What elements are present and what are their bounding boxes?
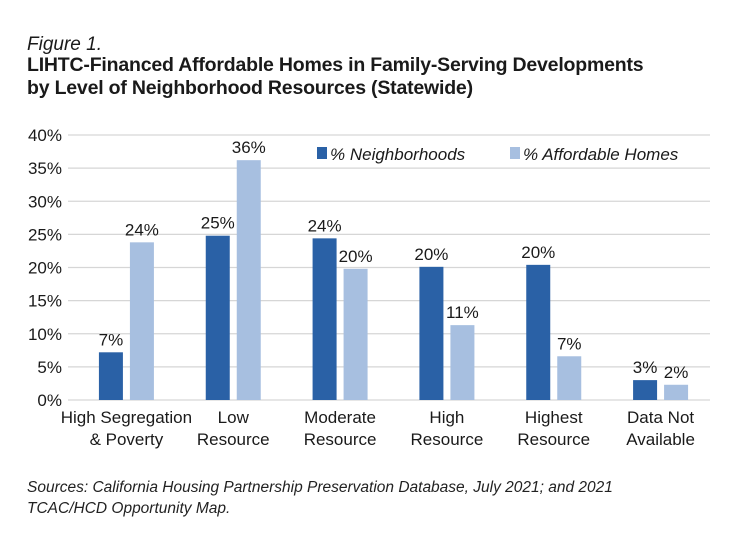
figure-label: Figure 1. xyxy=(27,34,102,55)
x-category-label: & Poverty xyxy=(90,430,164,449)
source-line-2: TCAC/HCD Opportunity Map. xyxy=(27,500,231,517)
data-label: 7% xyxy=(557,334,582,353)
y-tick-label: 30% xyxy=(28,192,62,211)
y-tick-label: 5% xyxy=(37,358,62,377)
data-label: 20% xyxy=(414,245,448,264)
x-category-label: Moderate xyxy=(304,408,376,427)
data-label: 3% xyxy=(633,358,658,377)
x-category-label: High xyxy=(429,408,464,427)
x-category-label: Resource xyxy=(197,430,270,449)
data-labels: 7% 24% 25% 36% 24% 20% 20% 11% 20% 7% 3% 2% xyxy=(99,138,689,382)
x-category-label: Resource xyxy=(411,430,484,449)
legend-swatch xyxy=(317,147,327,159)
data-label: 24% xyxy=(125,220,159,239)
data-label: 20% xyxy=(339,247,373,266)
data-label: 2% xyxy=(664,363,689,382)
x-category-label: Available xyxy=(626,430,695,449)
y-tick-label: 15% xyxy=(28,292,62,311)
x-category-label: Highest xyxy=(525,408,583,427)
chart-title-line-1: LIHTC-Financed Affordable Homes in Famil… xyxy=(27,54,644,76)
data-label: 25% xyxy=(201,214,235,233)
x-category-label: Low xyxy=(218,408,250,427)
data-label: 7% xyxy=(99,330,124,349)
bar-affordable-homes xyxy=(129,242,154,400)
x-axis-categories: High Segregation & Poverty Low Resource Mode… xyxy=(61,408,695,449)
y-tick-label: 20% xyxy=(28,259,62,278)
data-label: 20% xyxy=(521,243,555,262)
y-tick-label: 35% xyxy=(28,159,62,178)
bar-neighborhoods xyxy=(312,238,337,400)
bar-affordable-homes xyxy=(343,268,368,400)
gridlines xyxy=(68,134,710,401)
data-label: 24% xyxy=(308,216,342,235)
y-tick-label: 40% xyxy=(28,126,62,145)
bar-affordable-homes xyxy=(664,384,689,400)
source-note: Sources: California Housing Partnership … xyxy=(27,477,727,519)
legend: % Neighborhoods % Affordable Homes xyxy=(317,145,679,164)
x-category-label: Resource xyxy=(517,430,590,449)
legend-label: % Affordable Homes xyxy=(523,145,679,164)
bar-neighborhoods xyxy=(419,266,444,400)
bars xyxy=(98,160,689,400)
data-label: 11% xyxy=(446,303,479,322)
bar-neighborhoods xyxy=(526,264,551,400)
y-axis-ticks: 0% 5% 10% 15% 20% 25% 30% 35% 40% xyxy=(28,126,62,410)
x-category-label: High Segregation xyxy=(61,408,192,427)
y-tick-label: 25% xyxy=(28,225,62,244)
data-label: 36% xyxy=(232,138,266,157)
y-tick-label: 10% xyxy=(28,325,62,344)
bar-affordable-homes xyxy=(557,356,582,400)
bar-affordable-homes xyxy=(450,325,475,400)
bar-neighborhoods xyxy=(633,380,658,400)
bar-neighborhoods xyxy=(205,235,230,400)
bar-affordable-homes xyxy=(236,160,261,400)
x-category-label: Resource xyxy=(304,430,377,449)
chart-title: LIHTC-Financed Affordable Homes in Famil… xyxy=(27,54,727,100)
chart-title-line-2: by Level of Neighborhood Resources (Stat… xyxy=(27,77,473,99)
legend-swatch xyxy=(510,147,520,159)
bar-neighborhoods xyxy=(98,352,123,400)
source-line-1: Sources: California Housing Partnership … xyxy=(27,479,613,496)
legend-label: % Neighborhoods xyxy=(330,145,466,164)
x-category-label: Data Not xyxy=(627,408,694,427)
y-tick-label: 0% xyxy=(37,391,62,410)
